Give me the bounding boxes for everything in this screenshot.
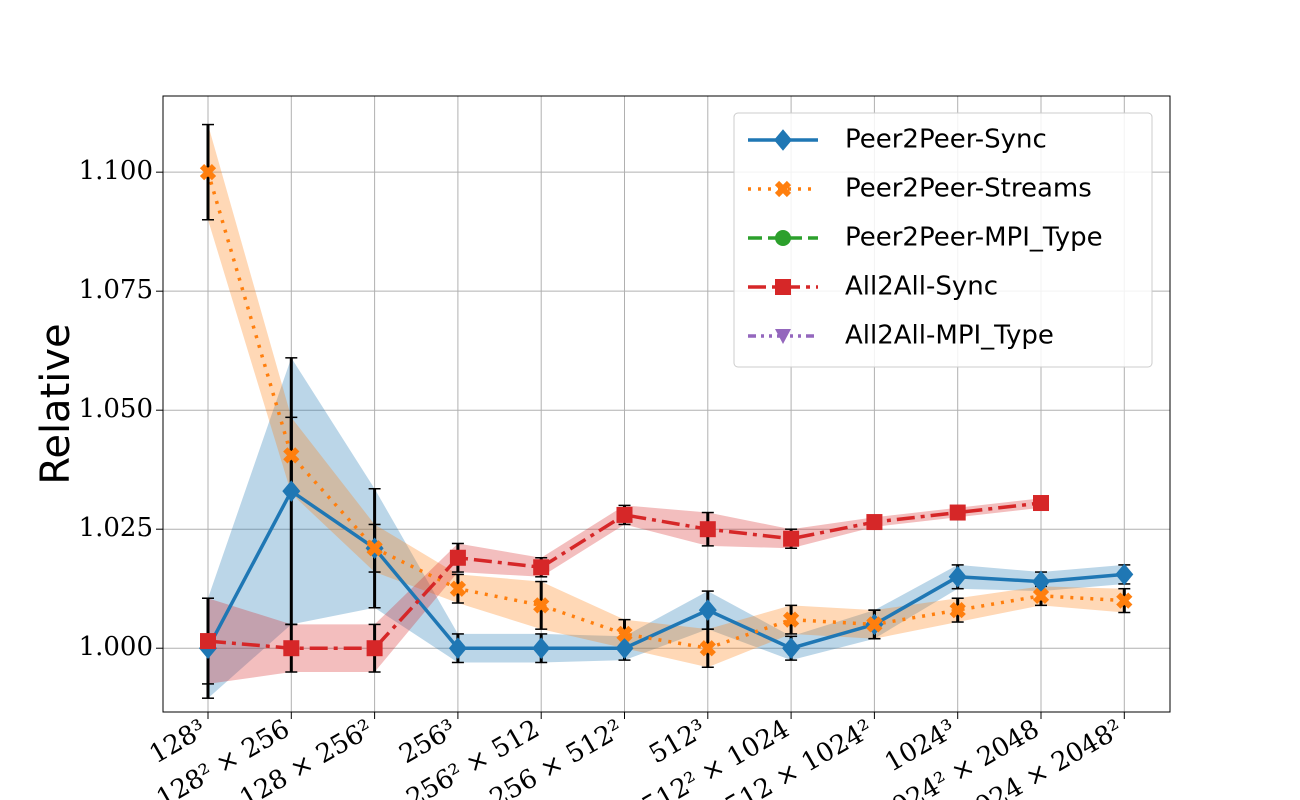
legend-label: All2All-Sync — [845, 272, 998, 302]
marker — [1032, 570, 1050, 593]
marker — [1033, 495, 1049, 512]
marker — [449, 580, 467, 597]
marker — [533, 559, 550, 576]
marker — [699, 521, 716, 538]
marker — [366, 640, 383, 657]
legend-label: All2All-MPI_Type — [845, 321, 1054, 351]
y-tick-label: 1.000 — [79, 632, 153, 662]
marker — [774, 180, 792, 198]
marker — [775, 279, 791, 295]
marker — [282, 480, 301, 502]
marker — [1032, 587, 1050, 604]
marker — [698, 599, 717, 621]
marker — [699, 640, 716, 657]
legend-label: Peer2Peer-MPI_Type — [845, 223, 1103, 253]
series-line — [207, 501, 1042, 650]
series-line — [206, 488, 1125, 651]
marker — [448, 637, 467, 660]
marker — [948, 566, 967, 588]
marker — [615, 637, 634, 660]
marker — [532, 637, 551, 660]
marker — [1116, 592, 1133, 609]
marker — [774, 129, 792, 151]
marker — [866, 514, 883, 531]
y-tick-label: 1.100 — [79, 156, 153, 186]
marker — [949, 602, 966, 619]
marker — [616, 506, 633, 523]
legend-label: Peer2Peer-Streams — [845, 174, 1092, 204]
marker — [449, 549, 466, 566]
y-axis-label: Relative — [33, 323, 79, 484]
plot-frame — [162, 95, 1171, 713]
marker — [366, 540, 383, 557]
marker — [782, 611, 800, 628]
marker — [782, 637, 801, 660]
marker — [783, 530, 800, 547]
y-tick-label: 1.050 — [79, 394, 153, 424]
marker — [533, 597, 550, 614]
marker — [775, 329, 791, 344]
marker — [949, 504, 966, 521]
marker — [866, 616, 883, 633]
marker — [199, 164, 217, 181]
legend-box — [733, 112, 1153, 368]
y-tick-label: 1.075 — [79, 275, 153, 305]
marker — [283, 447, 300, 464]
marker — [200, 633, 216, 650]
marker — [1115, 563, 1134, 586]
y-tick-label: 1.025 — [79, 513, 153, 543]
marker — [616, 625, 633, 643]
marker — [283, 640, 300, 657]
series-line — [206, 171, 1125, 651]
legend: Peer2Peer-Sync Peer2Peer-Streams Peer2Peer… — [733, 112, 1153, 368]
legend-label: Peer2Peer-Sync — [845, 125, 1047, 155]
marker — [775, 230, 791, 246]
